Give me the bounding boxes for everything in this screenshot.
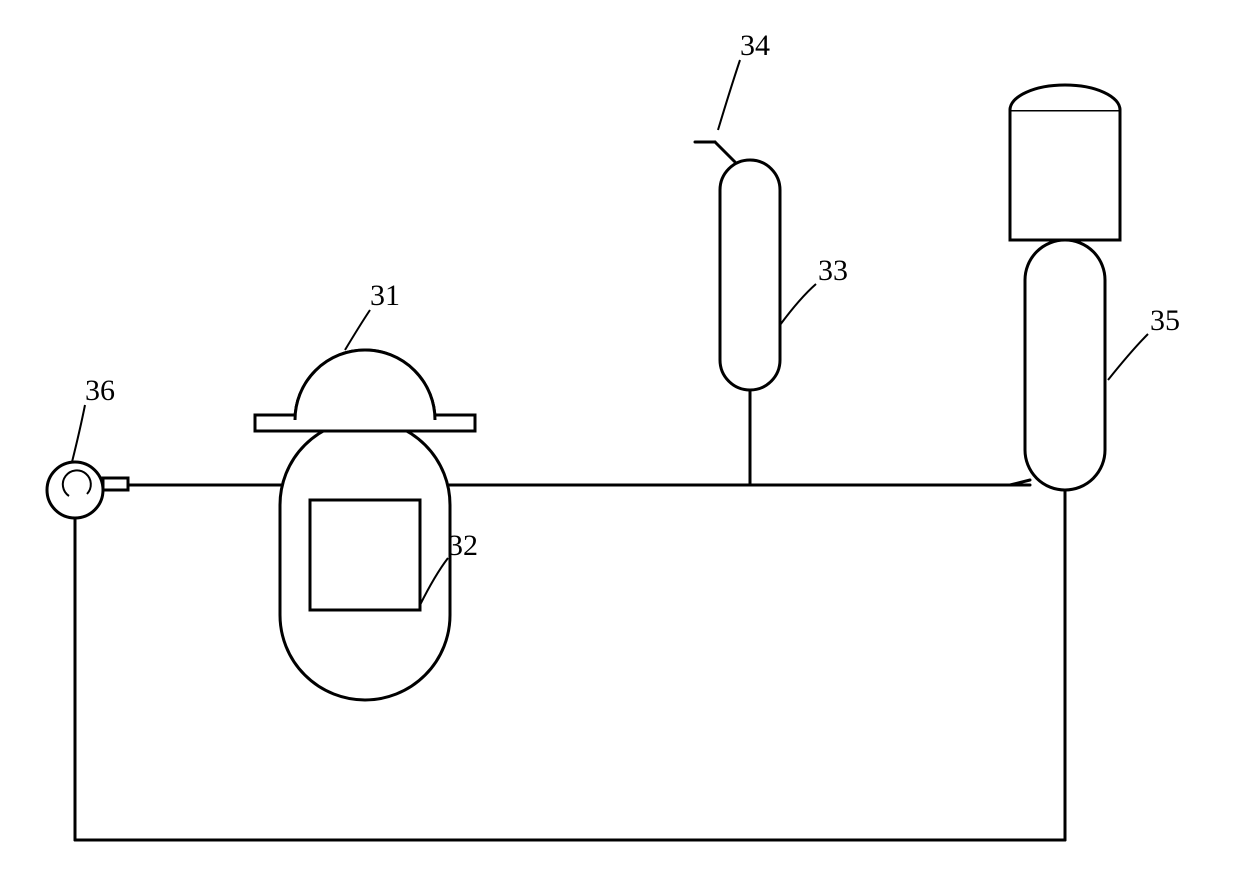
leader-35	[1108, 334, 1148, 380]
leader-33	[780, 284, 816, 325]
mid-vessel-body	[720, 160, 780, 390]
mid-vessel-outlet-1	[715, 142, 735, 162]
piping	[75, 390, 1065, 840]
mid-vessel	[695, 142, 780, 390]
label-31: 31	[370, 279, 400, 312]
tall-vessel-cap-dome	[1010, 85, 1120, 110]
reactor	[255, 350, 475, 700]
reactor-dome-top	[295, 350, 435, 420]
pump-outlet	[103, 478, 128, 490]
label-36: 36	[85, 374, 115, 407]
tall-vessel-cap	[1010, 110, 1120, 240]
pump	[47, 462, 128, 518]
label-35: 35	[1150, 304, 1180, 337]
label-32: 32	[448, 529, 478, 562]
leader-36	[72, 405, 85, 462]
label-33: 33	[818, 254, 848, 287]
tall-vessel-body	[1025, 240, 1105, 490]
tall-vessel	[1010, 85, 1120, 490]
label-34: 34	[740, 29, 770, 62]
reactor-body	[280, 420, 450, 700]
leader-31	[345, 310, 370, 350]
leader-34	[718, 60, 740, 130]
